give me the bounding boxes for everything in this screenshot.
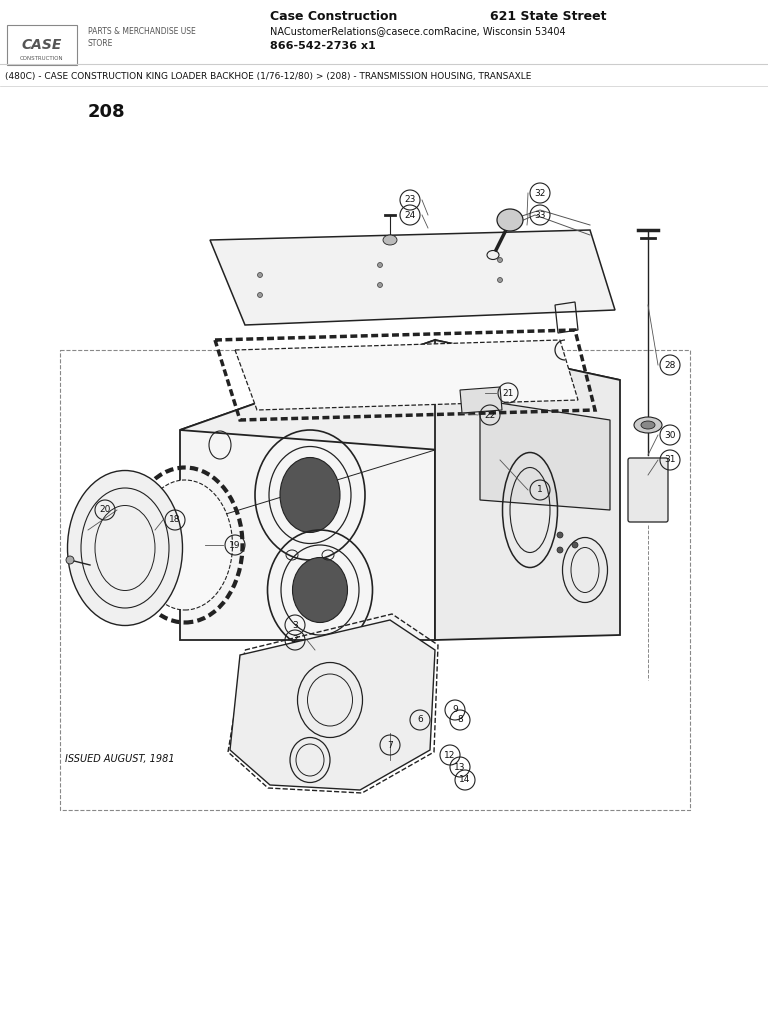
Polygon shape <box>435 340 620 640</box>
Text: 12: 12 <box>445 751 455 760</box>
Text: 621 State Street: 621 State Street <box>490 10 607 24</box>
Text: 28: 28 <box>664 360 676 370</box>
Text: 2: 2 <box>292 636 298 644</box>
Polygon shape <box>180 340 435 640</box>
Text: ISSUED AUGUST, 1981: ISSUED AUGUST, 1981 <box>65 754 174 764</box>
Ellipse shape <box>137 480 233 610</box>
Polygon shape <box>460 387 502 413</box>
Text: 32: 32 <box>535 188 546 198</box>
Polygon shape <box>235 340 578 410</box>
Circle shape <box>378 283 382 288</box>
Text: CONSTRUCTION: CONSTRUCTION <box>20 55 64 60</box>
Ellipse shape <box>293 557 347 623</box>
Ellipse shape <box>497 209 523 231</box>
Ellipse shape <box>641 421 655 429</box>
Text: 14: 14 <box>459 775 471 784</box>
Circle shape <box>557 532 563 538</box>
Text: Case Construction: Case Construction <box>270 10 397 24</box>
Text: 23: 23 <box>404 196 415 205</box>
Text: 6: 6 <box>417 716 423 725</box>
Text: CASE: CASE <box>22 38 62 52</box>
Circle shape <box>498 278 502 283</box>
Text: 20: 20 <box>99 506 111 514</box>
Text: 18: 18 <box>169 515 180 524</box>
Text: 19: 19 <box>230 541 240 550</box>
Text: 7: 7 <box>387 740 393 750</box>
Circle shape <box>572 542 578 548</box>
Text: 208: 208 <box>88 103 126 121</box>
Circle shape <box>498 257 502 262</box>
Text: 24: 24 <box>405 211 415 219</box>
Ellipse shape <box>280 458 340 532</box>
Circle shape <box>378 262 382 267</box>
Ellipse shape <box>68 470 183 626</box>
FancyBboxPatch shape <box>628 458 668 522</box>
Circle shape <box>66 556 74 564</box>
Text: (480C) - CASE CONSTRUCTION KING LOADER BACKHOE (1/76-12/80) > (208) - TRANSMISSI: (480C) - CASE CONSTRUCTION KING LOADER B… <box>5 72 531 81</box>
Circle shape <box>257 293 263 298</box>
Text: NACustomerRelations@casece.comRacine, Wisconsin 53404: NACustomerRelations@casece.comRacine, Wi… <box>270 26 565 36</box>
Text: 31: 31 <box>664 456 676 465</box>
Polygon shape <box>210 230 615 325</box>
Text: 30: 30 <box>664 430 676 439</box>
Text: 1: 1 <box>537 485 543 495</box>
Text: 13: 13 <box>454 763 465 771</box>
Text: 21: 21 <box>502 388 514 397</box>
Polygon shape <box>480 400 610 510</box>
Text: PARTS & MERCHANDISE USE: PARTS & MERCHANDISE USE <box>88 27 196 36</box>
Circle shape <box>257 272 263 278</box>
Text: 33: 33 <box>535 211 546 219</box>
Circle shape <box>557 547 563 553</box>
Polygon shape <box>180 340 620 450</box>
Text: 3: 3 <box>292 621 298 630</box>
Text: 8: 8 <box>457 716 463 725</box>
Text: STORE: STORE <box>88 40 114 48</box>
Text: 866-542-2736 x1: 866-542-2736 x1 <box>270 41 376 51</box>
Polygon shape <box>230 620 435 790</box>
Ellipse shape <box>383 234 397 245</box>
Text: 9: 9 <box>452 706 458 715</box>
Text: 22: 22 <box>485 411 495 420</box>
Ellipse shape <box>634 417 662 433</box>
